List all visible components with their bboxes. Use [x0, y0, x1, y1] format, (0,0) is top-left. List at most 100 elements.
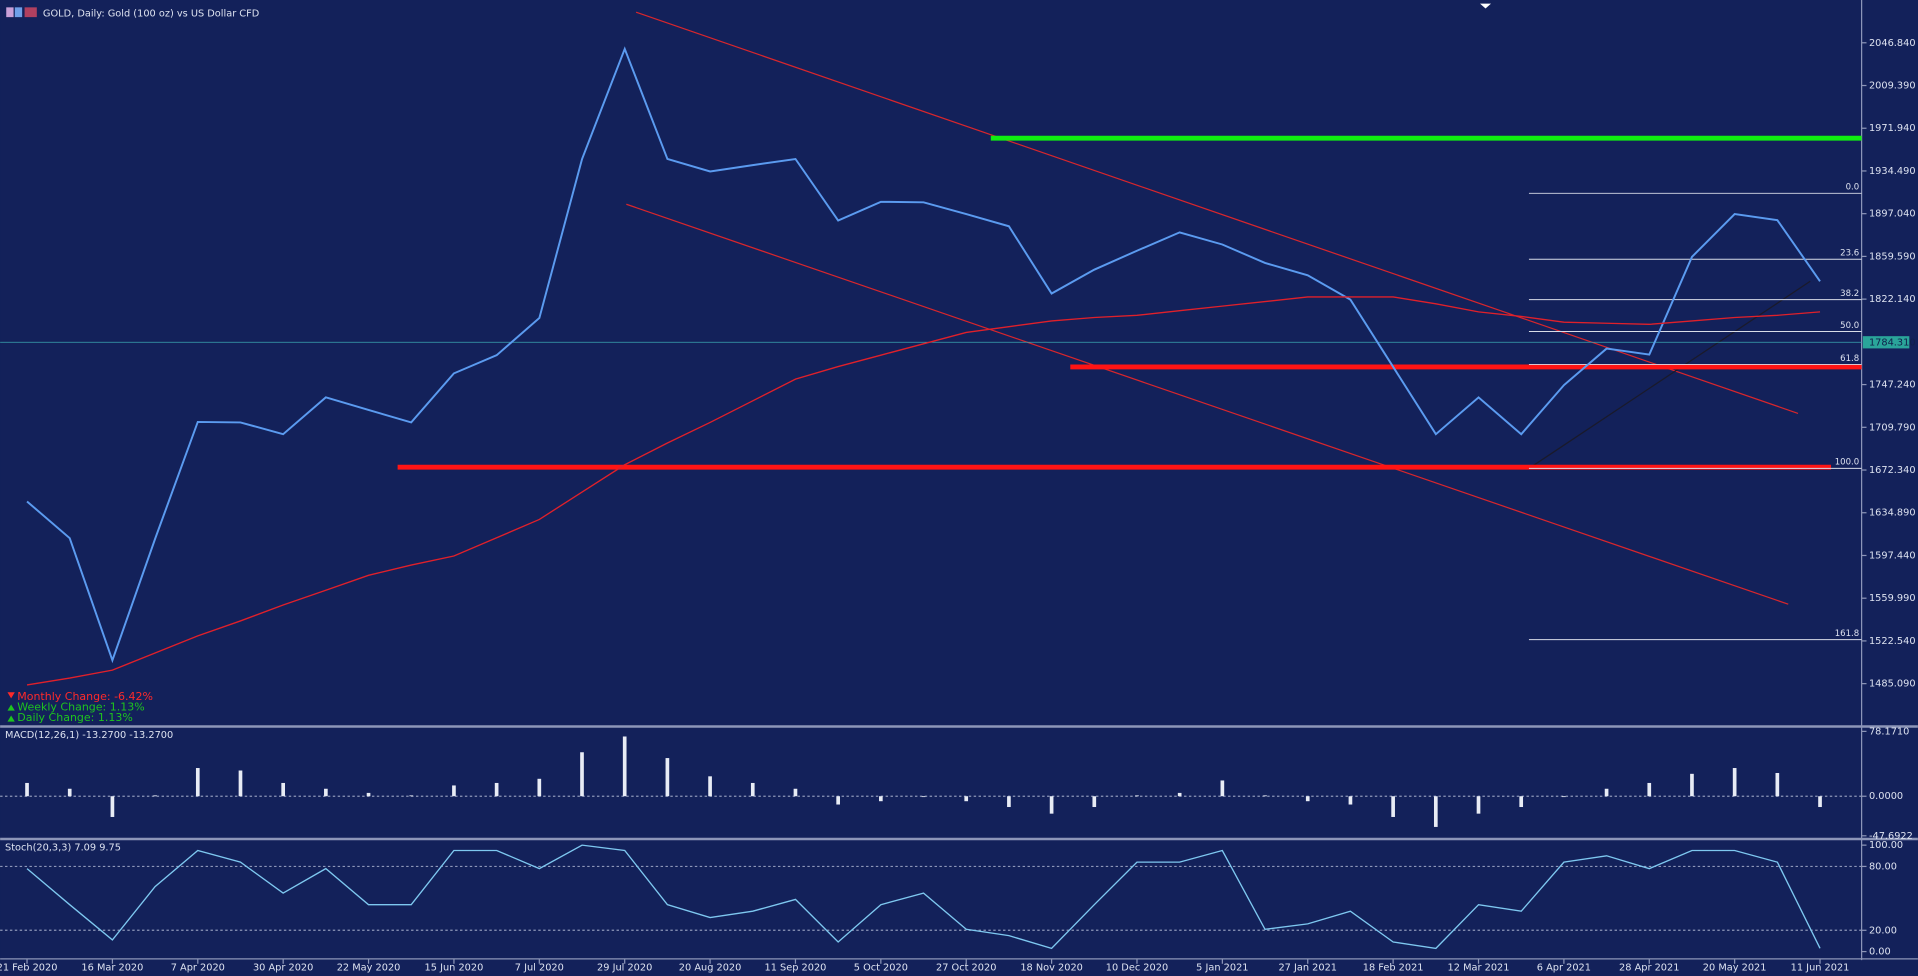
macd-bar [1562, 796, 1566, 798]
x-tick-label: 16 Mar 2020 [81, 962, 143, 973]
symbol-icon [6, 7, 14, 18]
macd-bar [110, 796, 115, 817]
y-tick-label: 1485.090 [1869, 679, 1916, 690]
x-tick-label: 22 May 2020 [337, 962, 401, 973]
x-tick-label: 27 Oct 2020 [936, 962, 996, 973]
fibo-label: 50.0 [1840, 321, 1859, 331]
y-tick-label: 0.0000 [1869, 791, 1903, 802]
shift-marker [1480, 3, 1492, 9]
fibo-label: 23.6 [1840, 249, 1859, 259]
macd-bar [921, 796, 926, 798]
macd-bar [452, 785, 456, 797]
macd-bar [1391, 796, 1395, 817]
macd-bar [409, 795, 414, 797]
fibo-label: 100.0 [1835, 458, 1859, 468]
macd-bar [238, 770, 243, 797]
fibo-label: 161.8 [1835, 629, 1859, 639]
x-tick-label: 6 Apr 2021 [1537, 962, 1591, 973]
y-tick-label: 0.00 [1869, 947, 1891, 958]
macd-bar [67, 788, 72, 797]
macd-bar [750, 782, 755, 797]
y-tick-label: 1559.990 [1869, 593, 1916, 604]
down-arrow [7, 692, 15, 699]
macd-bar [1690, 773, 1694, 797]
y-tick-label: 2009.390 [1869, 81, 1916, 92]
x-tick-label: 21 Feb 2020 [0, 962, 57, 973]
x-tick-label: 30 Apr 2020 [253, 962, 313, 973]
macd-bar [1220, 780, 1225, 797]
x-tick-label: 18 Feb 2021 [1363, 962, 1424, 973]
macd-bar [1177, 792, 1182, 797]
macd-bar [1433, 796, 1438, 827]
stoch-title: Stoch(20,3,3) 7.09 9.75 [5, 843, 121, 854]
macd-bar [665, 758, 670, 797]
current-price-box [1862, 336, 1910, 349]
x-tick-label: 12 Mar 2021 [1448, 962, 1510, 973]
fibo-label: 0.0 [1846, 183, 1860, 193]
macd-bar [1818, 796, 1822, 808]
y-tick-label: 1709.790 [1869, 422, 1916, 433]
macd-bar [537, 778, 542, 797]
macd-bar [580, 752, 584, 797]
macd-bar [1476, 796, 1481, 814]
x-tick-label: 11 Sep 2020 [765, 962, 827, 973]
y-tick-label: 78.1710 [1869, 726, 1909, 737]
up-arrow [7, 704, 15, 711]
y-tick-label: 80.00 [1869, 861, 1897, 872]
trend-line [635, 11, 1799, 414]
macd-bar [324, 788, 328, 797]
x-tick-label: 5 Oct 2020 [854, 962, 908, 973]
macd-bar [1348, 796, 1353, 805]
x-tick-label: 7 Apr 2020 [171, 962, 225, 973]
macd-bar [1263, 795, 1267, 797]
macd-bar [366, 792, 371, 797]
macd-bar [1135, 795, 1139, 797]
x-tick-label: 15 Jun 2020 [425, 962, 484, 973]
macd-bar [1049, 796, 1054, 814]
x-tick-label: 29 Jul 2020 [597, 962, 652, 973]
y-tick-label: 1522.540 [1869, 636, 1916, 647]
macd-bar [1007, 796, 1011, 808]
change-annotation: Monthly Change: -6.42% [17, 690, 153, 703]
y-tick-label: 100.00 [1869, 840, 1903, 851]
flag-icon [24, 7, 37, 18]
macd-bar [622, 736, 627, 797]
y-tick-label: 1634.890 [1869, 508, 1916, 519]
macd-bar [1305, 796, 1310, 802]
y-tick-label: 1859.590 [1869, 251, 1916, 262]
macd-bar [1732, 768, 1737, 797]
y-tick-label: 2046.840 [1869, 38, 1916, 49]
macd-bar [25, 782, 29, 797]
macd-bar [836, 796, 840, 805]
macd-bar [1604, 788, 1609, 797]
macd-title: MACD(12,26,1) -13.2700 -13.2700 [5, 730, 173, 741]
x-tick-label: 27 Jan 2021 [1278, 962, 1337, 973]
macd-bar [1519, 796, 1524, 808]
macd-bar [494, 782, 499, 797]
series-line [26, 296, 1821, 686]
macd-bar [708, 776, 712, 797]
up-arrow [7, 715, 15, 722]
trend-line [626, 203, 1789, 605]
macd-bar [1092, 796, 1097, 808]
x-tick-label: 10 Dec 2020 [1106, 962, 1168, 973]
y-tick-label: -47.6922 [1869, 831, 1913, 842]
x-tick-label: 18 Nov 2020 [1020, 962, 1083, 973]
series-line [26, 844, 1821, 950]
macd-bar [793, 788, 798, 797]
series-line [26, 46, 1821, 664]
macd-bar [195, 768, 200, 797]
y-tick-label: 1897.040 [1869, 209, 1916, 220]
x-tick-label: 20 Aug 2020 [679, 962, 742, 973]
x-tick-label: 28 Apr 2021 [1619, 962, 1679, 973]
macd-bar [1775, 772, 1780, 797]
x-tick-label: 20 May 2021 [1703, 962, 1767, 973]
macd-bar [153, 795, 157, 797]
y-tick-label: 20.00 [1869, 925, 1897, 936]
x-tick-label: 7 Jul 2020 [515, 962, 564, 973]
macd-bar [964, 796, 969, 802]
y-tick-label: 1971.940 [1869, 123, 1916, 134]
y-tick-label: 1747.240 [1869, 380, 1916, 391]
change-annotation: Daily Change: 1.13% [17, 711, 133, 724]
